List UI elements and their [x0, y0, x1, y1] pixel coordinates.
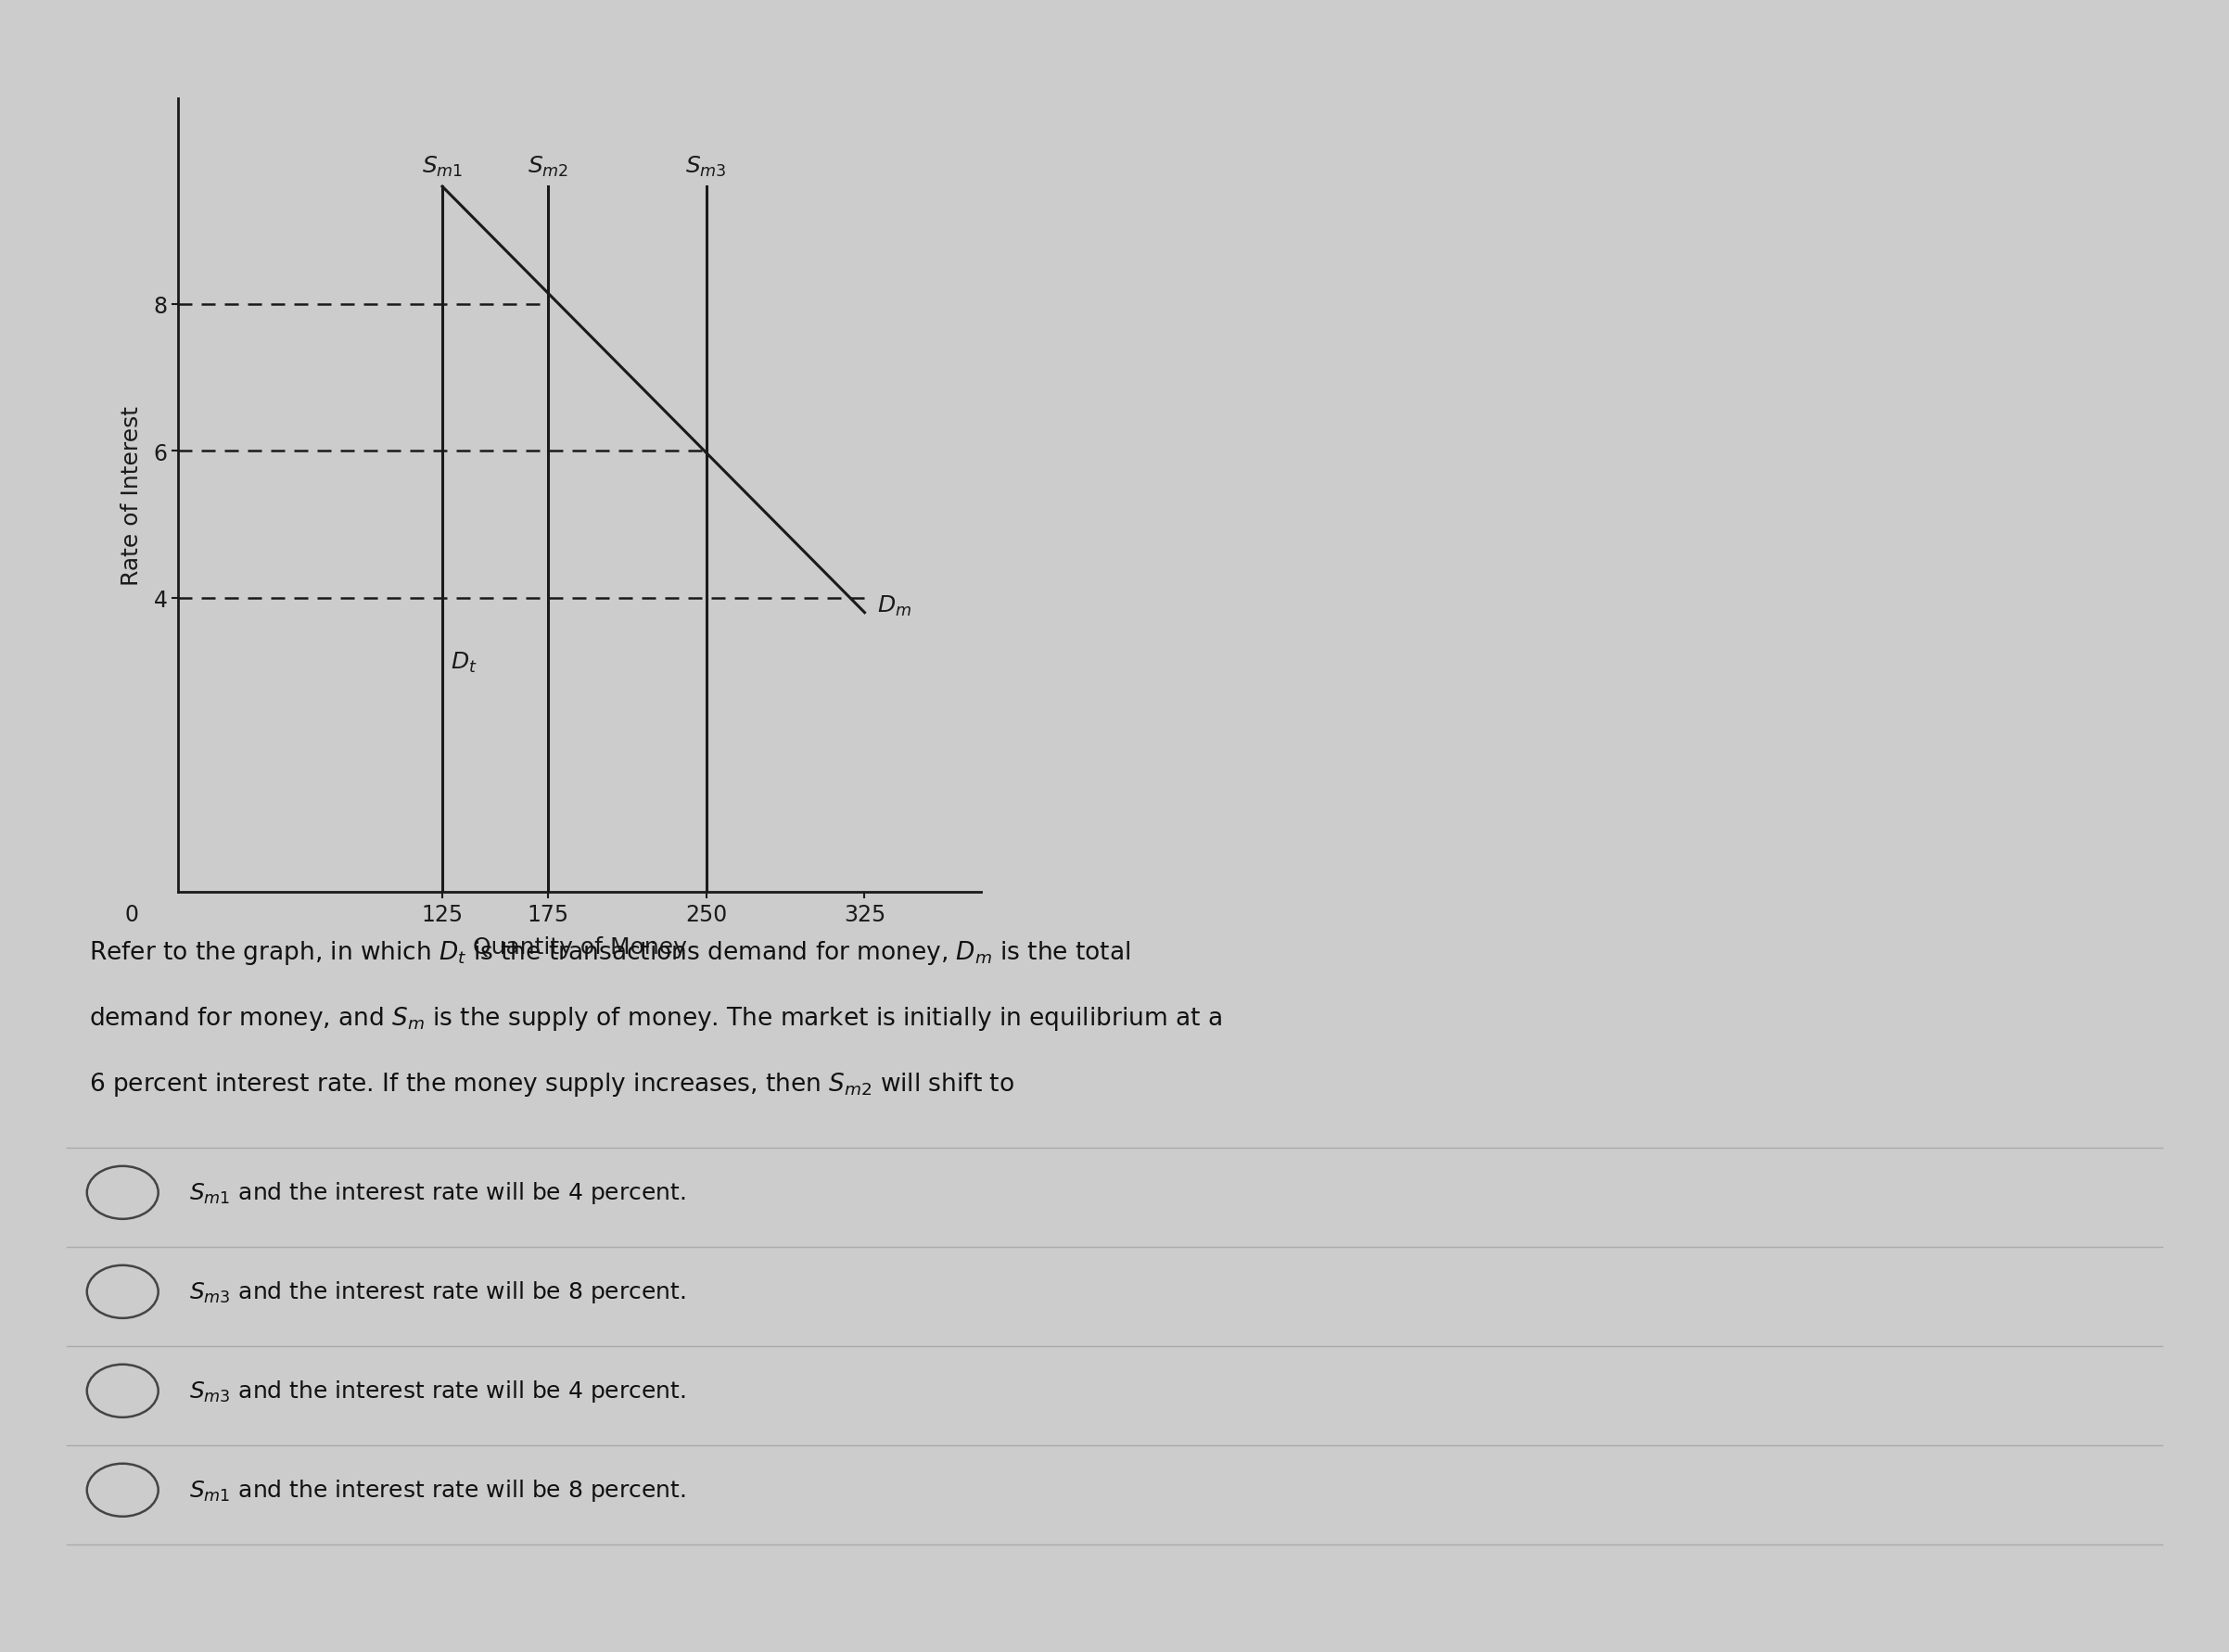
Y-axis label: Rate of Interest: Rate of Interest: [120, 406, 143, 585]
Text: $D_t$: $D_t$: [450, 649, 477, 674]
Text: $S_{m2}$: $S_{m2}$: [528, 154, 568, 178]
X-axis label: Quantity of Money: Quantity of Money: [473, 935, 687, 958]
Text: $S_{m1}$ and the interest rate will be 4 percent.: $S_{m1}$ and the interest rate will be 4…: [189, 1180, 687, 1206]
Text: $S_{m3}$: $S_{m3}$: [687, 154, 727, 178]
Text: $S_{m3}$ and the interest rate will be 4 percent.: $S_{m3}$ and the interest rate will be 4…: [189, 1378, 687, 1404]
Text: 6 percent interest rate. If the money supply increases, then $S_{m2}$ will shift: 6 percent interest rate. If the money su…: [89, 1070, 1014, 1099]
Text: demand for money, and $S_m$ is the supply of money. The market is initially in e: demand for money, and $S_m$ is the suppl…: [89, 1004, 1221, 1032]
Text: $S_{m1}$ and the interest rate will be 8 percent.: $S_{m1}$ and the interest rate will be 8…: [189, 1477, 687, 1503]
Text: $S_{m1}$: $S_{m1}$: [421, 154, 464, 178]
Text: $S_{m3}$ and the interest rate will be 8 percent.: $S_{m3}$ and the interest rate will be 8…: [189, 1279, 687, 1305]
Text: 0: 0: [125, 904, 138, 925]
Text: Refer to the graph, in which $D_t$ is the transactions demand for money, $D_m$ i: Refer to the graph, in which $D_t$ is th…: [89, 938, 1130, 966]
Text: $D_m$: $D_m$: [878, 593, 912, 618]
